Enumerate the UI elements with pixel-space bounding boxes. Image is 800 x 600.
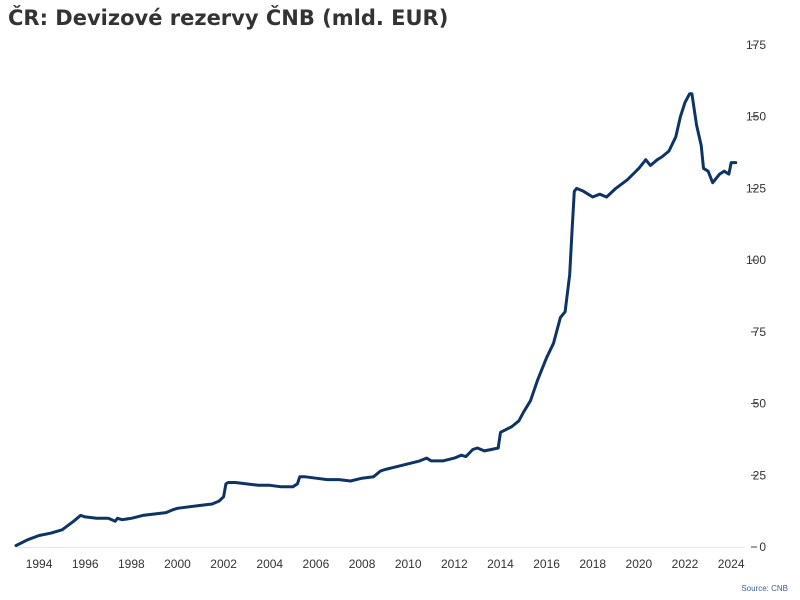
x-tick-label: 2006 [303,557,330,571]
x-tick-label: 2002 [210,557,237,571]
x-tick-label: 2020 [626,557,653,571]
y-tick-label: 0 [759,540,766,554]
x-tick-label: 1994 [26,557,53,571]
y-tick-label: 100 [746,253,766,267]
source-label: Source: CNB [741,584,788,593]
y-tick-label: 50 [753,397,767,411]
x-tick-label: 2012 [441,557,468,571]
x-tick-label: 2004 [256,557,283,571]
chart-title: ČR: Devizové rezervy ČNB (mld. EUR) [8,6,449,30]
x-tick-label: 2010 [395,557,422,571]
y-tick-label: 150 [746,110,766,124]
y-tick-label: 75 [753,325,767,339]
y-tick-label: 25 [753,468,767,482]
y-tick-label: 175 [746,38,766,52]
x-tick-label: 2014 [487,557,514,571]
x-tick-label: 2024 [718,557,745,571]
x-tick-label: 2000 [164,557,191,571]
y-tick-label: 125 [746,181,766,195]
x-tick-label: 1996 [72,557,99,571]
x-tick-label: 2018 [579,557,606,571]
x-tick-label: 2016 [533,557,560,571]
series-line-0 [14,92,738,548]
x-tick-label: 2022 [672,557,699,571]
x-tick-label: 1998 [118,557,145,571]
x-tick-label: 2008 [349,557,376,571]
